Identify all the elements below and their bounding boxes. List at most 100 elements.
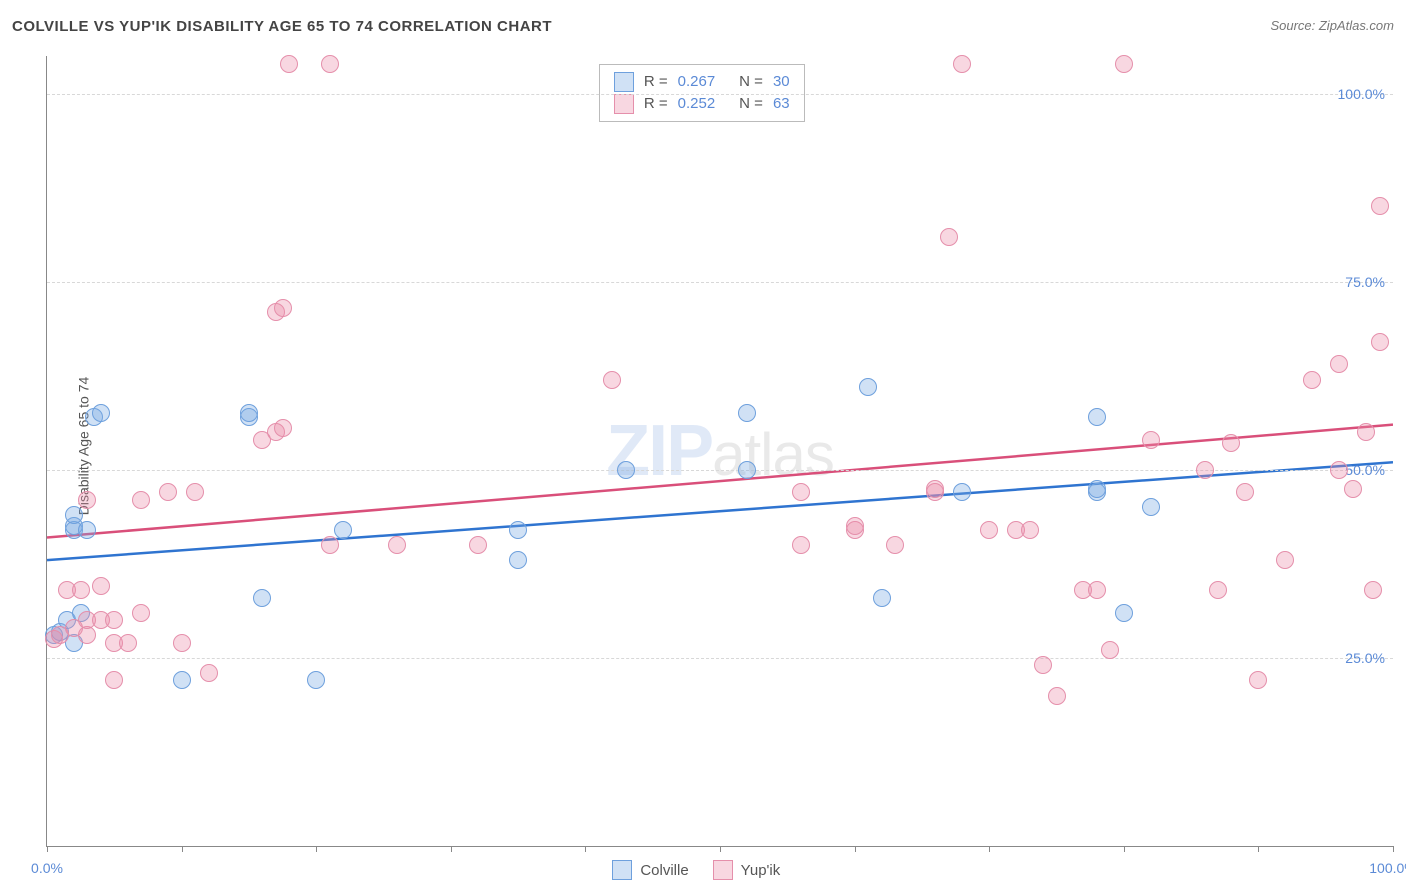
data-point-colville [1115,604,1133,622]
x-tick-label: 100.0% [1369,860,1406,876]
data-point-yupik [280,55,298,73]
data-point-yupik [926,480,944,498]
x-tick [47,846,48,852]
y-gridline [47,282,1393,283]
watermark-zip: ZIP [606,411,712,491]
data-point-colville [509,551,527,569]
data-point-yupik [1142,431,1160,449]
data-point-yupik [1034,656,1052,674]
data-point-yupik [940,228,958,246]
data-point-yupik [1021,521,1039,539]
data-point-yupik [1048,687,1066,705]
data-point-yupik [274,419,292,437]
x-tick [451,846,452,852]
data-point-yupik [846,517,864,535]
data-point-yupik [469,536,487,554]
data-point-yupik [1364,581,1382,599]
swatch-yupik [614,94,634,114]
legend-swatch-colville [612,860,632,880]
data-point-yupik [1276,551,1294,569]
legend-item-yupik: Yup'ik [713,860,781,880]
data-point-yupik [1249,671,1267,689]
data-point-yupik [132,604,150,622]
legend-label: Yup'ik [741,862,781,879]
r-label: R = [644,71,668,93]
data-point-yupik [980,521,998,539]
watermark-atlas: atlas [712,421,834,488]
data-point-yupik [1196,461,1214,479]
data-point-yupik [1371,333,1389,351]
watermark: ZIPatlas [606,410,834,492]
n-value: 63 [773,93,790,115]
data-point-colville [253,589,271,607]
x-tick [316,846,317,852]
legend-label: Colville [640,862,688,879]
data-point-colville [307,671,325,689]
data-point-yupik [1344,480,1362,498]
swatch-colville [614,72,634,92]
r-label: R = [644,93,668,115]
source-prefix: Source: [1270,18,1318,33]
data-point-yupik [173,634,191,652]
data-point-yupik [105,611,123,629]
trend-line-colville [47,462,1393,560]
data-point-yupik [1303,371,1321,389]
x-tick [989,846,990,852]
data-point-yupik [792,483,810,501]
data-point-yupik [1357,423,1375,441]
y-tick-label: 50.0% [1345,462,1385,478]
data-point-yupik [119,634,137,652]
data-point-yupik [159,483,177,501]
data-point-colville [859,378,877,396]
data-point-yupik [105,671,123,689]
data-point-yupik [274,299,292,317]
data-point-yupik [1236,483,1254,501]
data-point-yupik [1330,461,1348,479]
stats-row-colville: R = 0.267N = 30 [614,71,790,93]
data-point-yupik [321,536,339,554]
y-tick-label: 75.0% [1345,274,1385,290]
r-value: 0.252 [678,93,716,115]
x-tick [1258,846,1259,852]
x-tick [1393,846,1394,852]
x-tick [182,846,183,852]
data-point-yupik [186,483,204,501]
data-point-yupik [1115,55,1133,73]
x-tick [720,846,721,852]
x-tick [1124,846,1125,852]
data-point-yupik [321,55,339,73]
data-point-colville [617,461,635,479]
series-legend: Colville Yup'ik [612,860,780,880]
header: COLVILLE VS YUP'IK DISABILITY AGE 65 TO … [12,18,1394,42]
data-point-yupik [1209,581,1227,599]
data-point-colville [173,671,191,689]
y-gridline [47,94,1393,95]
data-point-yupik [603,371,621,389]
data-point-colville [953,483,971,501]
data-point-yupik [72,581,90,599]
data-point-yupik [953,55,971,73]
data-point-colville [873,589,891,607]
data-point-yupik [1371,197,1389,215]
data-point-yupik [886,536,904,554]
y-tick-label: 25.0% [1345,650,1385,666]
data-point-yupik [78,491,96,509]
data-point-colville [1142,498,1160,516]
data-point-colville [738,404,756,422]
data-point-colville [92,404,110,422]
data-point-colville [1088,480,1106,498]
data-point-colville [1088,408,1106,426]
y-tick-label: 100.0% [1338,86,1385,102]
source-attribution: Source: ZipAtlas.com [1270,18,1394,33]
y-gridline [47,658,1393,659]
trend-line-yupik [47,425,1393,538]
data-point-yupik [132,491,150,509]
legend-swatch-yupik [713,860,733,880]
trend-lines [47,56,1393,846]
data-point-colville [78,521,96,539]
n-label: N = [739,93,763,115]
data-point-colville [65,506,83,524]
n-label: N = [739,71,763,93]
x-tick-label: 0.0% [31,860,63,876]
data-point-yupik [1222,434,1240,452]
